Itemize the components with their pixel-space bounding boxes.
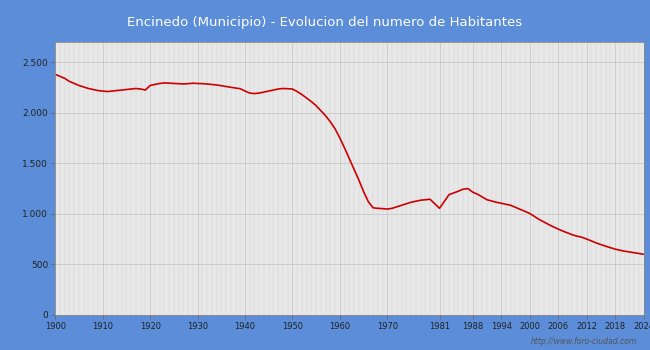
Text: http://www.foro-ciudad.com: http://www.foro-ciudad.com bbox=[531, 337, 637, 346]
Text: Encinedo (Municipio) - Evolucion del numero de Habitantes: Encinedo (Municipio) - Evolucion del num… bbox=[127, 16, 523, 29]
